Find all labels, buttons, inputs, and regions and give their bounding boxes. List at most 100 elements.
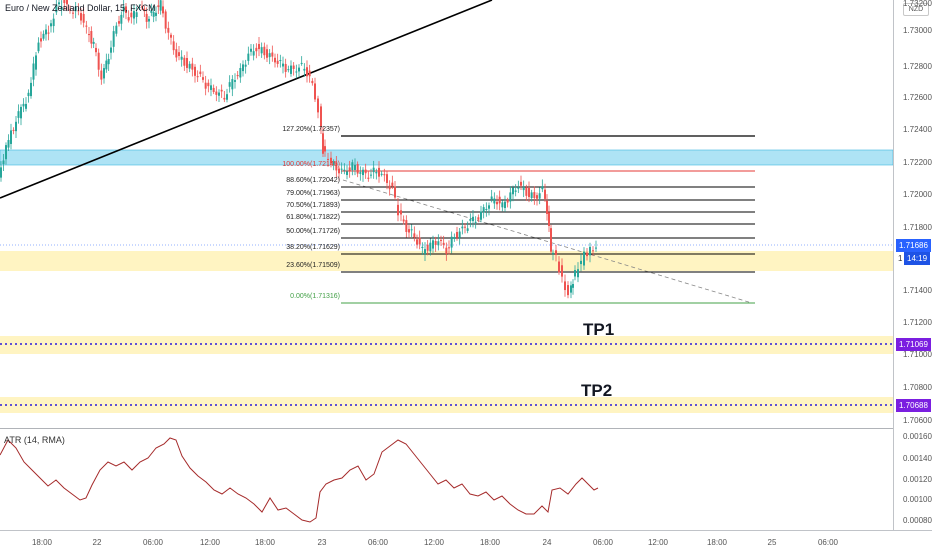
candle <box>196 70 199 82</box>
candle <box>400 203 402 222</box>
candle <box>274 53 276 68</box>
candle <box>528 181 530 203</box>
candle <box>107 53 110 71</box>
candle <box>266 44 268 62</box>
candle <box>440 235 442 246</box>
candle <box>437 234 440 251</box>
candle <box>586 248 588 261</box>
candle <box>218 89 220 103</box>
time-axis-label: 18:00 <box>31 538 53 547</box>
indicator-title[interactable]: ATR (14, RMA) <box>4 435 65 445</box>
time-axis-label: 18:00 <box>706 538 728 547</box>
time-axis-label: 22 <box>92 538 102 547</box>
candle <box>394 181 396 201</box>
candle <box>170 32 172 45</box>
candle <box>52 13 55 33</box>
candle <box>572 279 574 295</box>
candle <box>574 265 576 281</box>
candle <box>10 123 12 150</box>
price-axis-label: 1.72400 <box>903 125 932 134</box>
candle <box>306 60 308 83</box>
atr-axis-label: 0.00160 <box>903 432 932 441</box>
price-axis-label: 1.73200 <box>903 0 932 8</box>
candle <box>589 242 591 263</box>
candle <box>32 56 35 87</box>
candle <box>12 127 15 135</box>
currency-badge[interactable]: NZD <box>903 3 929 16</box>
candle <box>199 64 202 77</box>
candle <box>231 75 234 97</box>
candle <box>194 64 196 83</box>
atr-axis-label: 0.00100 <box>903 495 932 504</box>
candle <box>405 215 408 238</box>
candle <box>155 6 157 22</box>
tp1-zone[interactable] <box>0 336 893 354</box>
candle <box>335 156 338 178</box>
tp2-label: TP2 <box>581 381 613 400</box>
fib-level-label: 88.60%(1.72042) <box>286 177 340 184</box>
candle <box>210 78 212 97</box>
candle <box>498 190 501 211</box>
candle <box>145 7 148 29</box>
candle <box>172 35 175 55</box>
candle <box>464 223 466 234</box>
trend-line[interactable] <box>0 0 493 199</box>
candle <box>530 189 533 202</box>
candle <box>317 95 319 119</box>
candle <box>110 40 112 60</box>
candle <box>364 163 367 179</box>
candle <box>112 25 115 53</box>
pane-divider[interactable] <box>0 428 893 429</box>
candle <box>509 186 512 209</box>
candle <box>82 6 85 28</box>
price-axis-label: 1.73000 <box>903 26 932 35</box>
candle <box>592 246 594 256</box>
candle <box>421 242 424 255</box>
candle <box>485 202 488 217</box>
candle <box>152 5 155 23</box>
fib-level-label: 100.00%(1.72145) <box>282 161 340 168</box>
candle <box>167 21 170 40</box>
candle <box>7 134 10 152</box>
candle <box>35 52 37 76</box>
atr-indicator-pane[interactable] <box>0 429 932 529</box>
time-axis-label: 06:00 <box>142 538 164 547</box>
candle <box>340 162 343 174</box>
candle <box>442 235 445 249</box>
candle <box>290 60 292 77</box>
candle <box>88 26 90 43</box>
candle <box>546 194 548 221</box>
price-axis-label: 1.71000 <box>903 350 932 359</box>
candle <box>90 26 93 49</box>
projection-dashed-line[interactable] <box>342 179 753 304</box>
candle <box>159 0 162 15</box>
candle <box>27 89 30 103</box>
candle <box>282 56 284 74</box>
support-zone[interactable] <box>0 251 893 271</box>
fib-level-label: 127.20%(1.72357) <box>282 126 340 133</box>
candle <box>295 64 298 79</box>
candle <box>477 214 480 223</box>
candle <box>327 152 329 167</box>
time-axis-label: 12:00 <box>423 538 445 547</box>
resistance-zone[interactable] <box>0 149 894 166</box>
price-axis-label: 1.70600 <box>903 416 932 425</box>
candle <box>544 183 546 202</box>
price-axis-label: 1.72200 <box>903 158 932 167</box>
candle <box>127 10 130 23</box>
tp2-price-tag: 1.70688 <box>896 399 931 412</box>
price-chart[interactable] <box>0 0 932 428</box>
price-axis-label: 1.71800 <box>903 223 932 232</box>
candle <box>42 30 45 41</box>
candle <box>550 224 552 254</box>
candle <box>186 51 188 74</box>
candle <box>397 197 399 222</box>
time-axis[interactable] <box>0 530 932 551</box>
candle <box>378 161 380 183</box>
candle <box>320 103 322 134</box>
fib-level-label: 38.20%(1.71629) <box>286 244 340 251</box>
candle <box>22 98 25 113</box>
candle <box>380 170 383 177</box>
candle <box>343 163 346 175</box>
